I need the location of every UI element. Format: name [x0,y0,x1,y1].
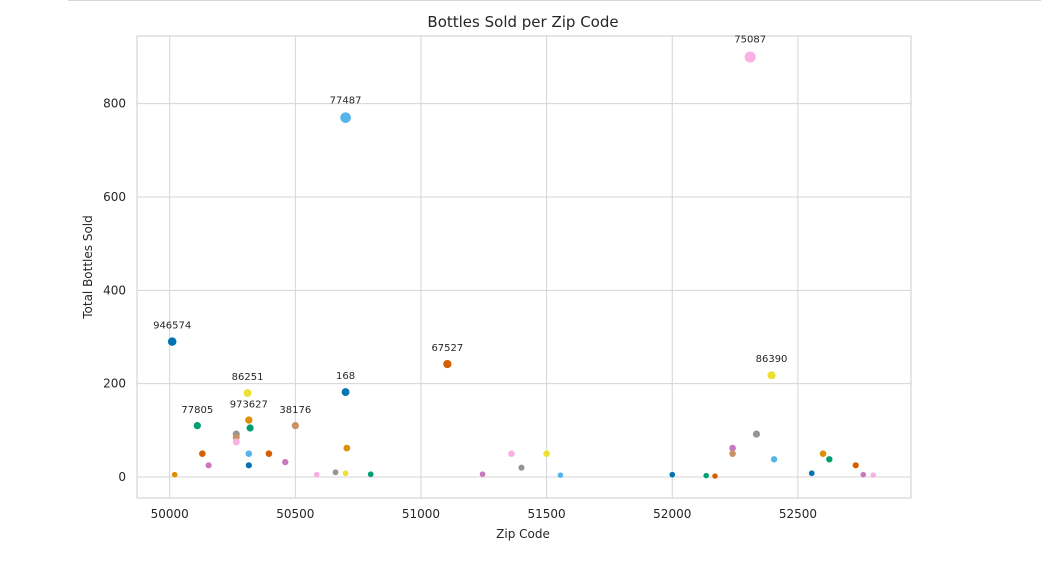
point-label: 168 [336,371,355,382]
data-point [669,471,676,478]
data-point [341,388,350,396]
data-point [171,471,178,478]
y-tick-label: 200 [103,377,126,391]
point-label: 77487 [330,95,362,106]
data-point [729,444,736,452]
plot-area [136,35,912,499]
data-point [246,424,254,432]
point-label: 67527 [431,343,463,354]
top-border-line [68,0,1041,1]
chart-title: Bottles Sold per Zip Code [427,13,618,31]
y-axis-label: Total Bottles Sold [81,215,95,320]
data-point [332,469,339,476]
data-point [870,472,877,478]
data-point [340,112,351,123]
y-tick-label: 800 [103,97,126,111]
data-point [343,444,351,452]
grid-lines [137,36,911,498]
data-point [199,450,206,457]
x-tick-labels: 50000 50500 51000 51500 52000 52500 [151,507,817,521]
data-point [243,389,252,397]
x-tick-label: 51500 [528,507,566,521]
data-point [752,430,760,438]
y-tick-label: 400 [103,283,126,297]
data-point [543,450,550,457]
data-point [193,422,201,430]
data-point [767,371,776,380]
data-point [703,472,709,479]
data-point [342,470,349,477]
data-point [245,416,253,424]
data-point [852,462,859,469]
data-point [245,450,253,457]
y-tick-label: 600 [103,190,126,204]
data-point [282,458,289,466]
data-point [508,450,515,457]
x-tick-label: 50000 [151,507,189,521]
data-point [808,470,815,477]
x-axis-label: Zip Code [496,527,550,541]
point-label: 86251 [232,372,264,383]
y-tick-labels: 0 200 400 600 800 [103,97,126,484]
data-point [712,473,718,479]
point-labels: 946574 77805 86251 973627 38176 77487 168 67527… [153,34,787,416]
data-point [265,450,273,457]
x-tick-label: 52500 [779,507,817,521]
y-tick-label: 0 [118,470,126,484]
data-point [167,337,177,346]
data-point [443,359,452,369]
data-point [205,462,212,469]
data-point [744,51,756,63]
data-point [729,450,736,457]
data-points [167,51,877,479]
point-label: 77805 [181,405,213,416]
data-point [557,472,564,478]
data-point [860,471,867,478]
point-label: 86390 [756,354,788,365]
data-point [367,471,374,478]
point-label: 75087 [734,34,766,45]
data-point [479,471,486,478]
data-point [826,456,833,463]
point-label: 38176 [279,405,311,416]
point-label: 973627 [230,399,268,410]
x-tick-label: 52000 [653,507,691,521]
point-label: 946574 [153,320,191,331]
data-point [291,422,299,430]
data-point [313,471,320,478]
data-point [518,464,525,471]
data-point [232,438,240,446]
data-point [245,462,252,469]
x-tick-label: 51000 [402,507,440,521]
data-point [819,450,827,457]
x-tick-label: 50500 [276,507,314,521]
data-point [770,456,778,463]
